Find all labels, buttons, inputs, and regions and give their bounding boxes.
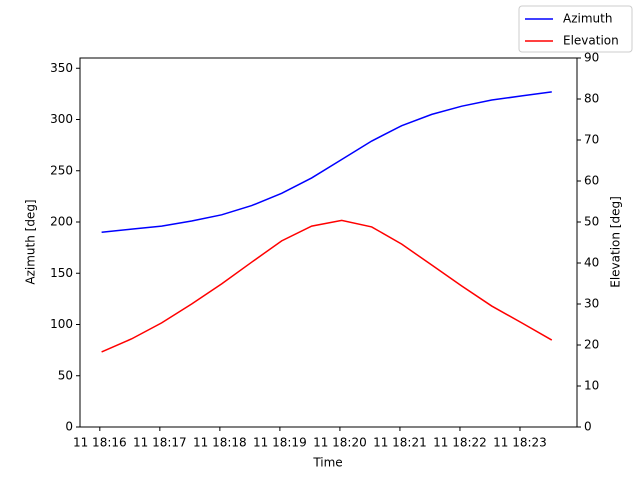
plot-frame: [79, 57, 578, 428]
y2-axis-label: Elevation [deg]: [609, 196, 623, 288]
y-tick-label: 0: [65, 420, 73, 434]
y2-tick-label: 10: [584, 379, 599, 393]
x-tick-label: 11 18:23: [493, 436, 547, 450]
y2-tick-label: 20: [584, 338, 599, 352]
y-tick-label: 150: [50, 266, 73, 280]
x-tick-label: 11 18:21: [373, 436, 427, 450]
y2-tick-label: 80: [584, 92, 599, 106]
y2-tick-label: 30: [584, 297, 599, 311]
series-line: [101, 91, 552, 233]
y-tick-label: 350: [50, 61, 73, 75]
y-tick-label: 50: [58, 368, 73, 382]
legend-label: Azimuth: [563, 12, 612, 26]
y2-tick-label: 0: [584, 420, 592, 434]
y2-tick-label: 90: [584, 51, 599, 65]
x-tick-label: 11 18:16: [73, 436, 127, 450]
x-axis-label: Time: [312, 456, 342, 470]
x-tick-label: 11 18:19: [253, 436, 307, 450]
x-tick-label: 11 18:20: [313, 436, 367, 450]
series-line: [101, 219, 553, 353]
legend-label: Elevation: [563, 34, 619, 48]
x-tick-label: 11 18:22: [433, 436, 487, 450]
y2-tick-label: 60: [584, 174, 599, 188]
y-tick-label: 300: [50, 112, 73, 126]
y2-tick-label: 50: [584, 215, 599, 229]
y-tick-label: 100: [50, 317, 73, 331]
y-tick-label: 250: [50, 163, 73, 177]
x-tick-label: 11 18:17: [133, 436, 187, 450]
y-axis-label: Azimuth [deg]: [24, 199, 38, 284]
y-tick-label: 200: [50, 215, 73, 229]
y2-tick-label: 40: [584, 256, 599, 270]
y2-tick-label: 70: [584, 133, 599, 147]
x-tick-label: 11 18:18: [193, 436, 247, 450]
